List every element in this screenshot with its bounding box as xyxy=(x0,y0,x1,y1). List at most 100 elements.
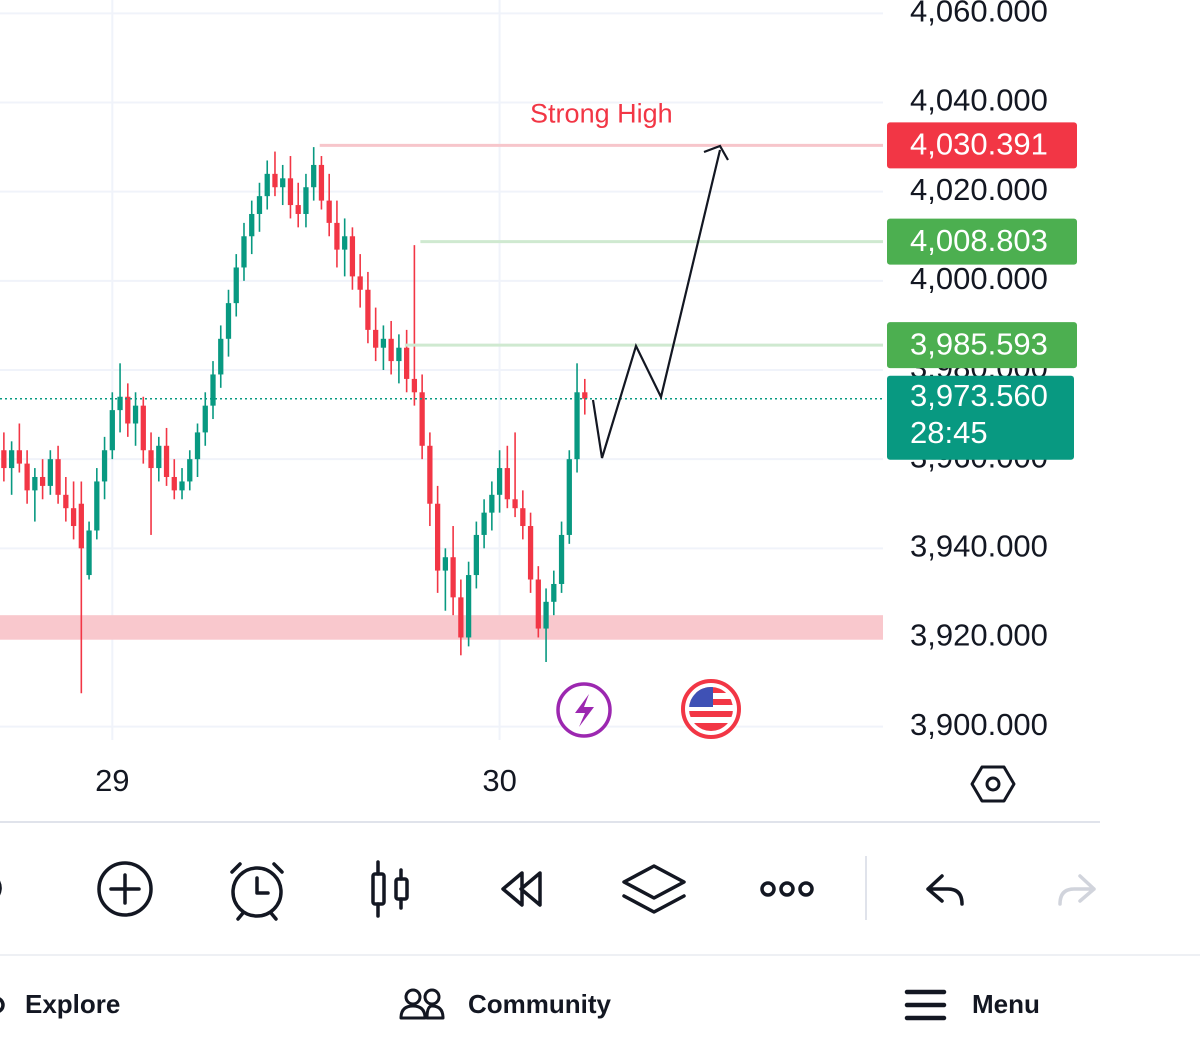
redo-button[interactable] xyxy=(1058,874,1096,906)
candle-body xyxy=(450,557,456,598)
candle-body xyxy=(171,476,177,491)
event-icon[interactable] xyxy=(556,682,612,738)
candle-body xyxy=(132,405,139,424)
candle-body xyxy=(535,579,541,629)
price-badge-label: 4,030.391 xyxy=(910,127,1048,162)
candle-body xyxy=(249,213,255,237)
candle-body xyxy=(465,575,472,638)
candle-body xyxy=(512,499,518,509)
nav-community[interactable]: Community xyxy=(468,989,612,1019)
candle-body xyxy=(489,494,495,513)
candle-body xyxy=(558,534,565,584)
candle-body xyxy=(194,432,201,460)
candle-body xyxy=(117,396,123,411)
x-tick-label: 30 xyxy=(482,763,516,798)
y-tick-label: 4,000.000 xyxy=(910,261,1048,296)
candle-body xyxy=(419,392,425,446)
candle-body xyxy=(24,463,30,491)
candle-body xyxy=(86,530,92,576)
candle-body xyxy=(326,200,332,223)
arrow-head xyxy=(703,144,729,161)
candle-body xyxy=(404,347,410,379)
more-button[interactable] xyxy=(760,881,814,897)
candle-body xyxy=(396,347,402,362)
candle-body xyxy=(272,173,278,188)
country-event-icon[interactable] xyxy=(681,679,741,739)
candle-body xyxy=(225,303,232,339)
candle-body xyxy=(210,374,216,406)
candle-body xyxy=(47,459,53,486)
candle-body xyxy=(349,236,356,277)
y-tick-label: 3,920.000 xyxy=(910,618,1048,653)
candle-body xyxy=(434,503,441,571)
candle-body xyxy=(287,178,294,206)
add-button[interactable] xyxy=(97,861,153,917)
undo-button[interactable] xyxy=(926,874,964,906)
nav-explore[interactable]: Explore xyxy=(25,989,120,1019)
candle-body xyxy=(233,267,239,304)
candle-body xyxy=(582,392,588,399)
y-tick-label: 3,900.000 xyxy=(910,707,1048,742)
price-badge xyxy=(887,122,1077,169)
candle-body xyxy=(94,481,100,531)
candle-body xyxy=(202,405,208,433)
candle-body xyxy=(427,445,433,504)
chart-type-button[interactable] xyxy=(371,860,409,918)
projection-arrow xyxy=(591,149,722,459)
price-level-label: Strong High xyxy=(530,98,673,128)
axis-settings-button[interactable] xyxy=(970,765,1016,803)
candle-body xyxy=(380,338,387,348)
bottom-nav: Explore Community Menu xyxy=(0,988,1040,1021)
price-badge-label: 4,008.803 xyxy=(910,223,1048,258)
candle-body xyxy=(70,508,77,527)
candle-body xyxy=(496,468,503,495)
countdown-label: 28:45 xyxy=(910,415,988,450)
candle-body xyxy=(109,410,115,451)
x-tick-label: 29 xyxy=(95,763,129,798)
candle-body xyxy=(163,445,170,477)
candle-body xyxy=(1,450,7,469)
last-price-label: 3,973.560 xyxy=(910,378,1048,413)
candle-body xyxy=(125,396,131,424)
candle-body xyxy=(373,329,379,348)
candle-body xyxy=(551,583,557,602)
layers-button[interactable] xyxy=(622,864,686,914)
candle-body xyxy=(16,450,22,464)
price-badge-label: 3,985.593 xyxy=(910,326,1048,361)
candle-body xyxy=(303,187,309,214)
candle-body xyxy=(334,222,340,250)
candle-body xyxy=(365,289,371,330)
menu-icon[interactable] xyxy=(904,989,947,1021)
candle-body xyxy=(148,450,154,469)
candle-body xyxy=(218,338,224,375)
replay-button[interactable] xyxy=(501,871,542,907)
candle-body xyxy=(311,164,317,188)
candle-body xyxy=(458,597,464,638)
y-tick-label: 3,940.000 xyxy=(910,529,1048,564)
nav-menu[interactable]: Menu xyxy=(972,989,1040,1019)
candle-body xyxy=(342,236,348,250)
candle-body xyxy=(574,392,580,460)
y-tick-label: 4,020.000 xyxy=(910,172,1048,207)
candle-body xyxy=(32,476,38,491)
candle-body xyxy=(101,450,108,482)
candle-body xyxy=(241,236,247,268)
candle-body xyxy=(78,503,84,549)
community-icon[interactable] xyxy=(399,988,445,1020)
candle-body xyxy=(156,445,162,469)
price-badge xyxy=(887,218,1077,265)
candle-body xyxy=(481,512,487,535)
toolbar xyxy=(0,856,1096,921)
candle-body xyxy=(140,405,146,451)
candle-body xyxy=(357,276,363,290)
alert-button[interactable] xyxy=(230,862,284,921)
candle-body xyxy=(388,338,394,362)
candle-body xyxy=(179,481,185,491)
candle-body xyxy=(63,494,69,509)
demand-zone xyxy=(0,615,883,640)
explore-icon[interactable] xyxy=(0,997,5,1013)
candle-body xyxy=(256,196,263,214)
candle-body xyxy=(264,173,270,197)
candle-body xyxy=(280,178,286,188)
